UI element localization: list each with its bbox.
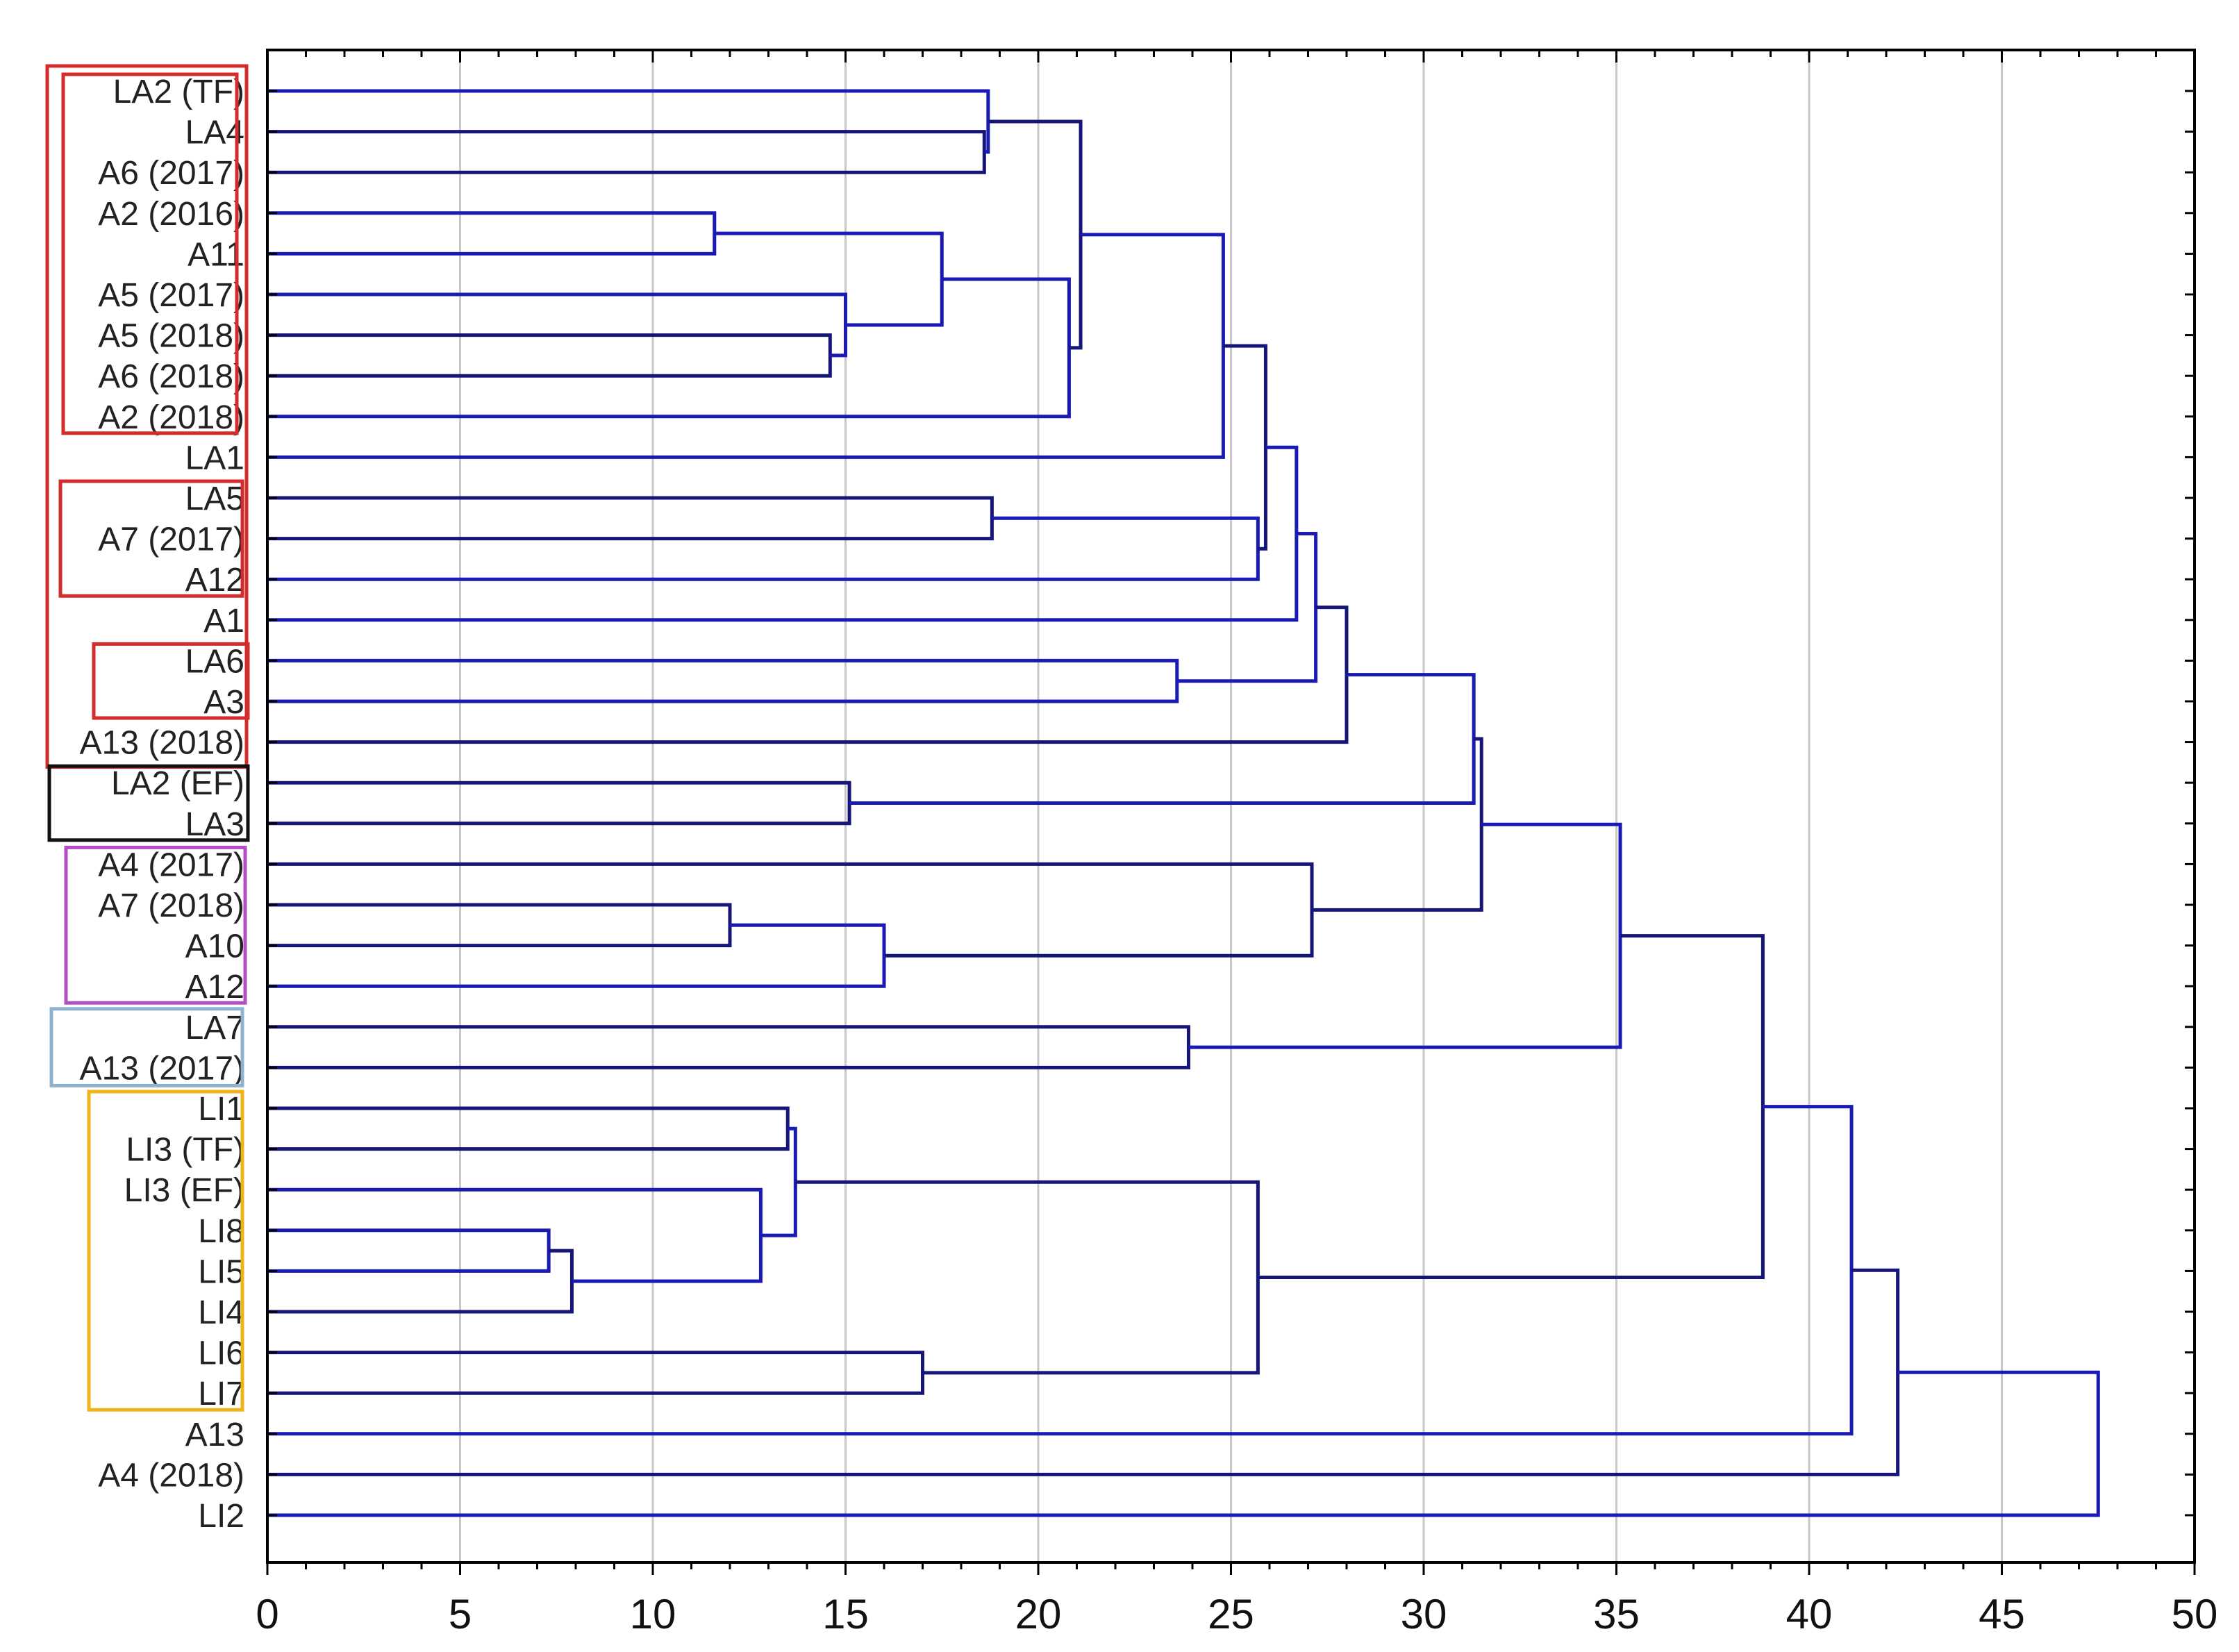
grid-lines — [459, 50, 2003, 1562]
group-box-light-blue — [49, 1007, 244, 1087]
x-tick-label-40: 40 — [1786, 1591, 1833, 1637]
group-box-black — [47, 764, 250, 842]
x-tick-label-25: 25 — [1208, 1591, 1254, 1637]
leaf-label: A10 — [185, 928, 244, 965]
x-tick-label-35: 35 — [1593, 1591, 1640, 1637]
link-m31 — [1188, 822, 1622, 1049]
leaf-label: A7 (2018) — [98, 887, 244, 924]
link-m19 — [267, 658, 1179, 703]
link-m25 — [267, 445, 1299, 622]
leaf-label: LI2 — [198, 1498, 244, 1535]
leaf-label: A5 (2017) — [98, 277, 244, 314]
leaf-label: LA5 — [185, 481, 244, 517]
x-tick-label-30: 30 — [1401, 1591, 1447, 1637]
x-tick-label-15: 15 — [822, 1591, 869, 1637]
leaf-label: A1 — [203, 603, 244, 640]
leaf-label: LI8 — [198, 1213, 244, 1250]
leaf-label: LI3 (EF) — [124, 1172, 244, 1209]
x-tick-label-45: 45 — [1979, 1591, 2025, 1637]
link-m11 — [267, 923, 886, 988]
leaf-label: A4 (2018) — [98, 1457, 244, 1494]
leaf-label: A13 — [185, 1417, 244, 1453]
link-m4 — [267, 903, 732, 948]
leaf-label: A13 (2018) — [80, 725, 245, 762]
leaf-label: A13 (2017) — [80, 1050, 245, 1087]
link-m6 — [267, 1106, 790, 1151]
leaf-label: LA6 — [185, 643, 244, 680]
link-m18 — [988, 119, 1083, 350]
link-m13 — [714, 231, 944, 327]
link-m32 — [1258, 934, 1765, 1280]
group-box-inner-red-2 — [58, 479, 244, 598]
link-m35 — [267, 1370, 2100, 1517]
x-tick-label-0: 0 — [256, 1591, 278, 1637]
link-m8 — [267, 333, 832, 378]
leaf-label: A2 (2018) — [98, 399, 244, 436]
leaf-label: LI4 — [198, 1294, 244, 1331]
leaf-label: LI1 — [198, 1091, 244, 1128]
leaf-label: A11 — [188, 236, 244, 273]
leaf-label: LA3 — [185, 806, 244, 843]
group-box-yellow — [87, 1090, 244, 1412]
link-m28 — [267, 606, 1349, 744]
dendrogram-links — [267, 89, 2100, 1517]
x-tick-label-20: 20 — [1015, 1591, 1062, 1637]
link-m17 — [267, 277, 1071, 419]
leaf-labels: LA2 (TF) LA4 A6 (2017) A2 (2016)A11 A5 (2017… — [80, 74, 245, 1535]
link-m1 — [267, 1228, 551, 1273]
link-m20 — [267, 1025, 1190, 1069]
leaf-label: LI7 — [198, 1376, 244, 1412]
leaf-label: LA7 — [185, 1010, 244, 1046]
leaf-label: LI3 (TF) — [126, 1132, 244, 1169]
leaf-label: LI5 — [198, 1253, 244, 1290]
leaf-label: A12 — [185, 562, 244, 599]
leaf-label: LA2 (TF) — [113, 74, 244, 110]
link-m14 — [267, 130, 986, 174]
link-m15 — [267, 89, 990, 154]
link-m22 — [795, 1180, 1260, 1375]
leaf-label: LA1 — [185, 440, 244, 476]
link-m26 — [267, 862, 1314, 958]
link-m16 — [267, 496, 994, 541]
link-m29 — [849, 673, 1476, 805]
leaf-label: LA4 — [185, 115, 244, 151]
link-m30 — [1312, 737, 1483, 912]
leaf-label: A6 (2017) — [98, 155, 244, 192]
leaf-label: A6 (2018) — [98, 358, 244, 395]
link-m2 — [267, 1249, 574, 1314]
leaf-label: A2 (2016) — [98, 196, 244, 233]
leaf-label: LA2 (EF) — [111, 765, 244, 802]
group-box-purple — [64, 845, 247, 1005]
link-m23 — [267, 516, 1260, 581]
link-m9 — [267, 292, 847, 358]
x-tick-label-5: 5 — [449, 1591, 472, 1637]
leaf-label: A4 (2017) — [98, 846, 244, 883]
x-tick-label-50: 50 — [2172, 1591, 2218, 1637]
group-box-inner-red-1 — [61, 72, 239, 435]
leaf-label: A12 — [185, 969, 244, 1006]
x-tick-label-10: 10 — [630, 1591, 676, 1637]
leaf-label: A5 (2018) — [98, 318, 244, 355]
link-m12 — [267, 1351, 924, 1395]
group-boxes — [45, 64, 250, 1412]
x-axis: 0 5 10 15 20 25 30 35 40 45 50 — [256, 50, 2217, 1637]
group-box-inner-red-3 — [92, 642, 250, 720]
leaf-label: A7 (2017) — [98, 522, 244, 558]
link-m5 — [267, 1187, 763, 1283]
link-m7 — [760, 1126, 797, 1237]
leaf-label: A3 — [203, 684, 244, 721]
leaf-label: LI6 — [198, 1335, 244, 1372]
link-m3 — [267, 211, 717, 256]
link-m10 — [267, 781, 851, 826]
